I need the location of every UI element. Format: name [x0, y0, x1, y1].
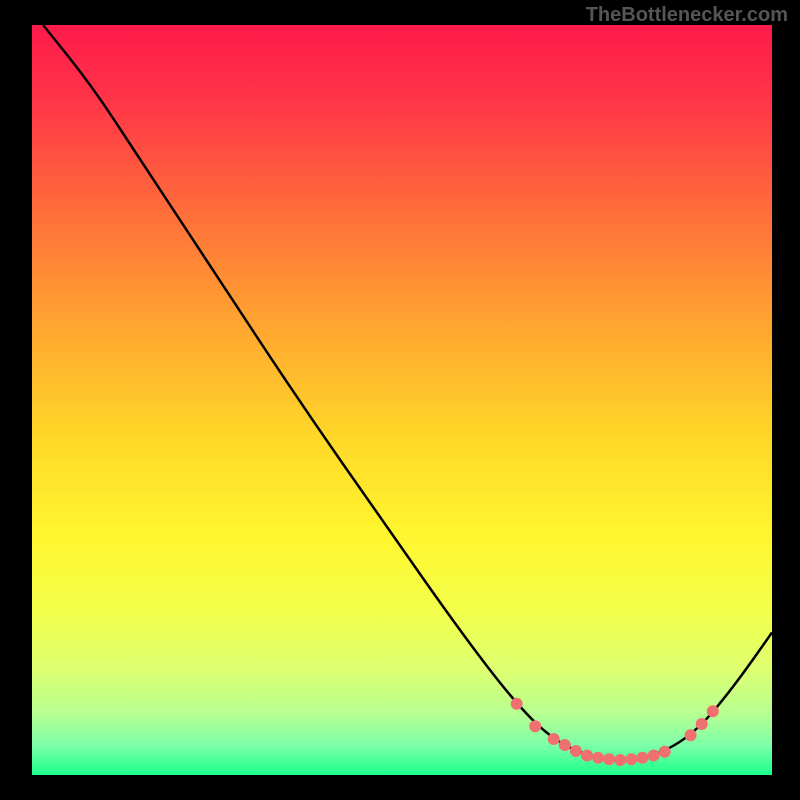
curve-marker: [592, 752, 604, 764]
curve-marker: [707, 705, 719, 717]
curve-marker: [648, 750, 660, 762]
curve-marker: [529, 720, 541, 732]
curve-marker: [511, 698, 523, 710]
curve-marker: [548, 733, 560, 745]
curve-marker: [637, 752, 649, 764]
curve-marker: [625, 753, 637, 765]
bottleneck-curve: [43, 25, 772, 759]
curve-marker: [570, 745, 582, 757]
curve-layer: [32, 25, 772, 775]
plot-area: [32, 25, 772, 775]
curve-marker: [685, 729, 697, 741]
curve-marker: [581, 750, 593, 762]
marker-group: [511, 698, 719, 766]
curve-marker: [614, 754, 626, 766]
curve-marker: [559, 739, 571, 751]
watermark-text: TheBottlenecker.com: [586, 4, 788, 27]
curve-marker: [659, 746, 671, 758]
curve-marker: [603, 753, 615, 765]
curve-marker: [696, 718, 708, 730]
